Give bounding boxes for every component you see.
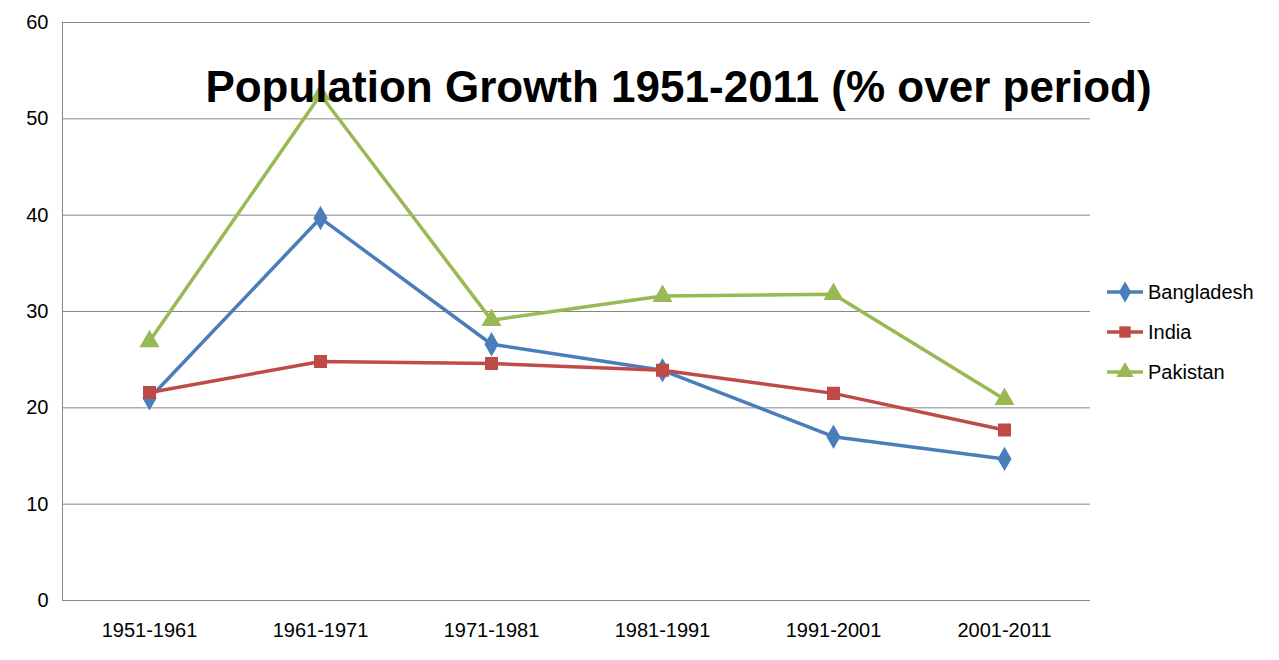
- svg-text:0: 0: [37, 589, 48, 611]
- svg-text:60: 60: [26, 11, 48, 33]
- svg-text:1951-1961: 1951-1961: [102, 619, 198, 641]
- html-text:Pakistan: Pakistan: [1148, 360, 1225, 383]
- svg-text:1981-1991: 1981-1991: [615, 619, 711, 641]
- svg-text:40: 40: [26, 204, 48, 226]
- svg-text:1991-2001: 1991-2001: [786, 619, 882, 641]
- svg-text:1971-1981: 1971-1981: [444, 619, 540, 641]
- svg-text:2001-2011: 2001-2011: [957, 619, 1051, 641]
- svg-text:50: 50: [26, 107, 48, 129]
- svg-text:Population Growth 1951-2011 (%: Population Growth 1951-2011 (% over peri…: [205, 62, 1151, 111]
- svg-text:30: 30: [26, 300, 48, 322]
- html-text:Bangladesh: Bangladesh: [1148, 280, 1254, 303]
- svg-text:10: 10: [26, 493, 48, 515]
- svg-text:20: 20: [26, 396, 48, 418]
- html-text:India: India: [1148, 320, 1192, 343]
- svg-text:1961-1971: 1961-1971: [273, 619, 369, 641]
